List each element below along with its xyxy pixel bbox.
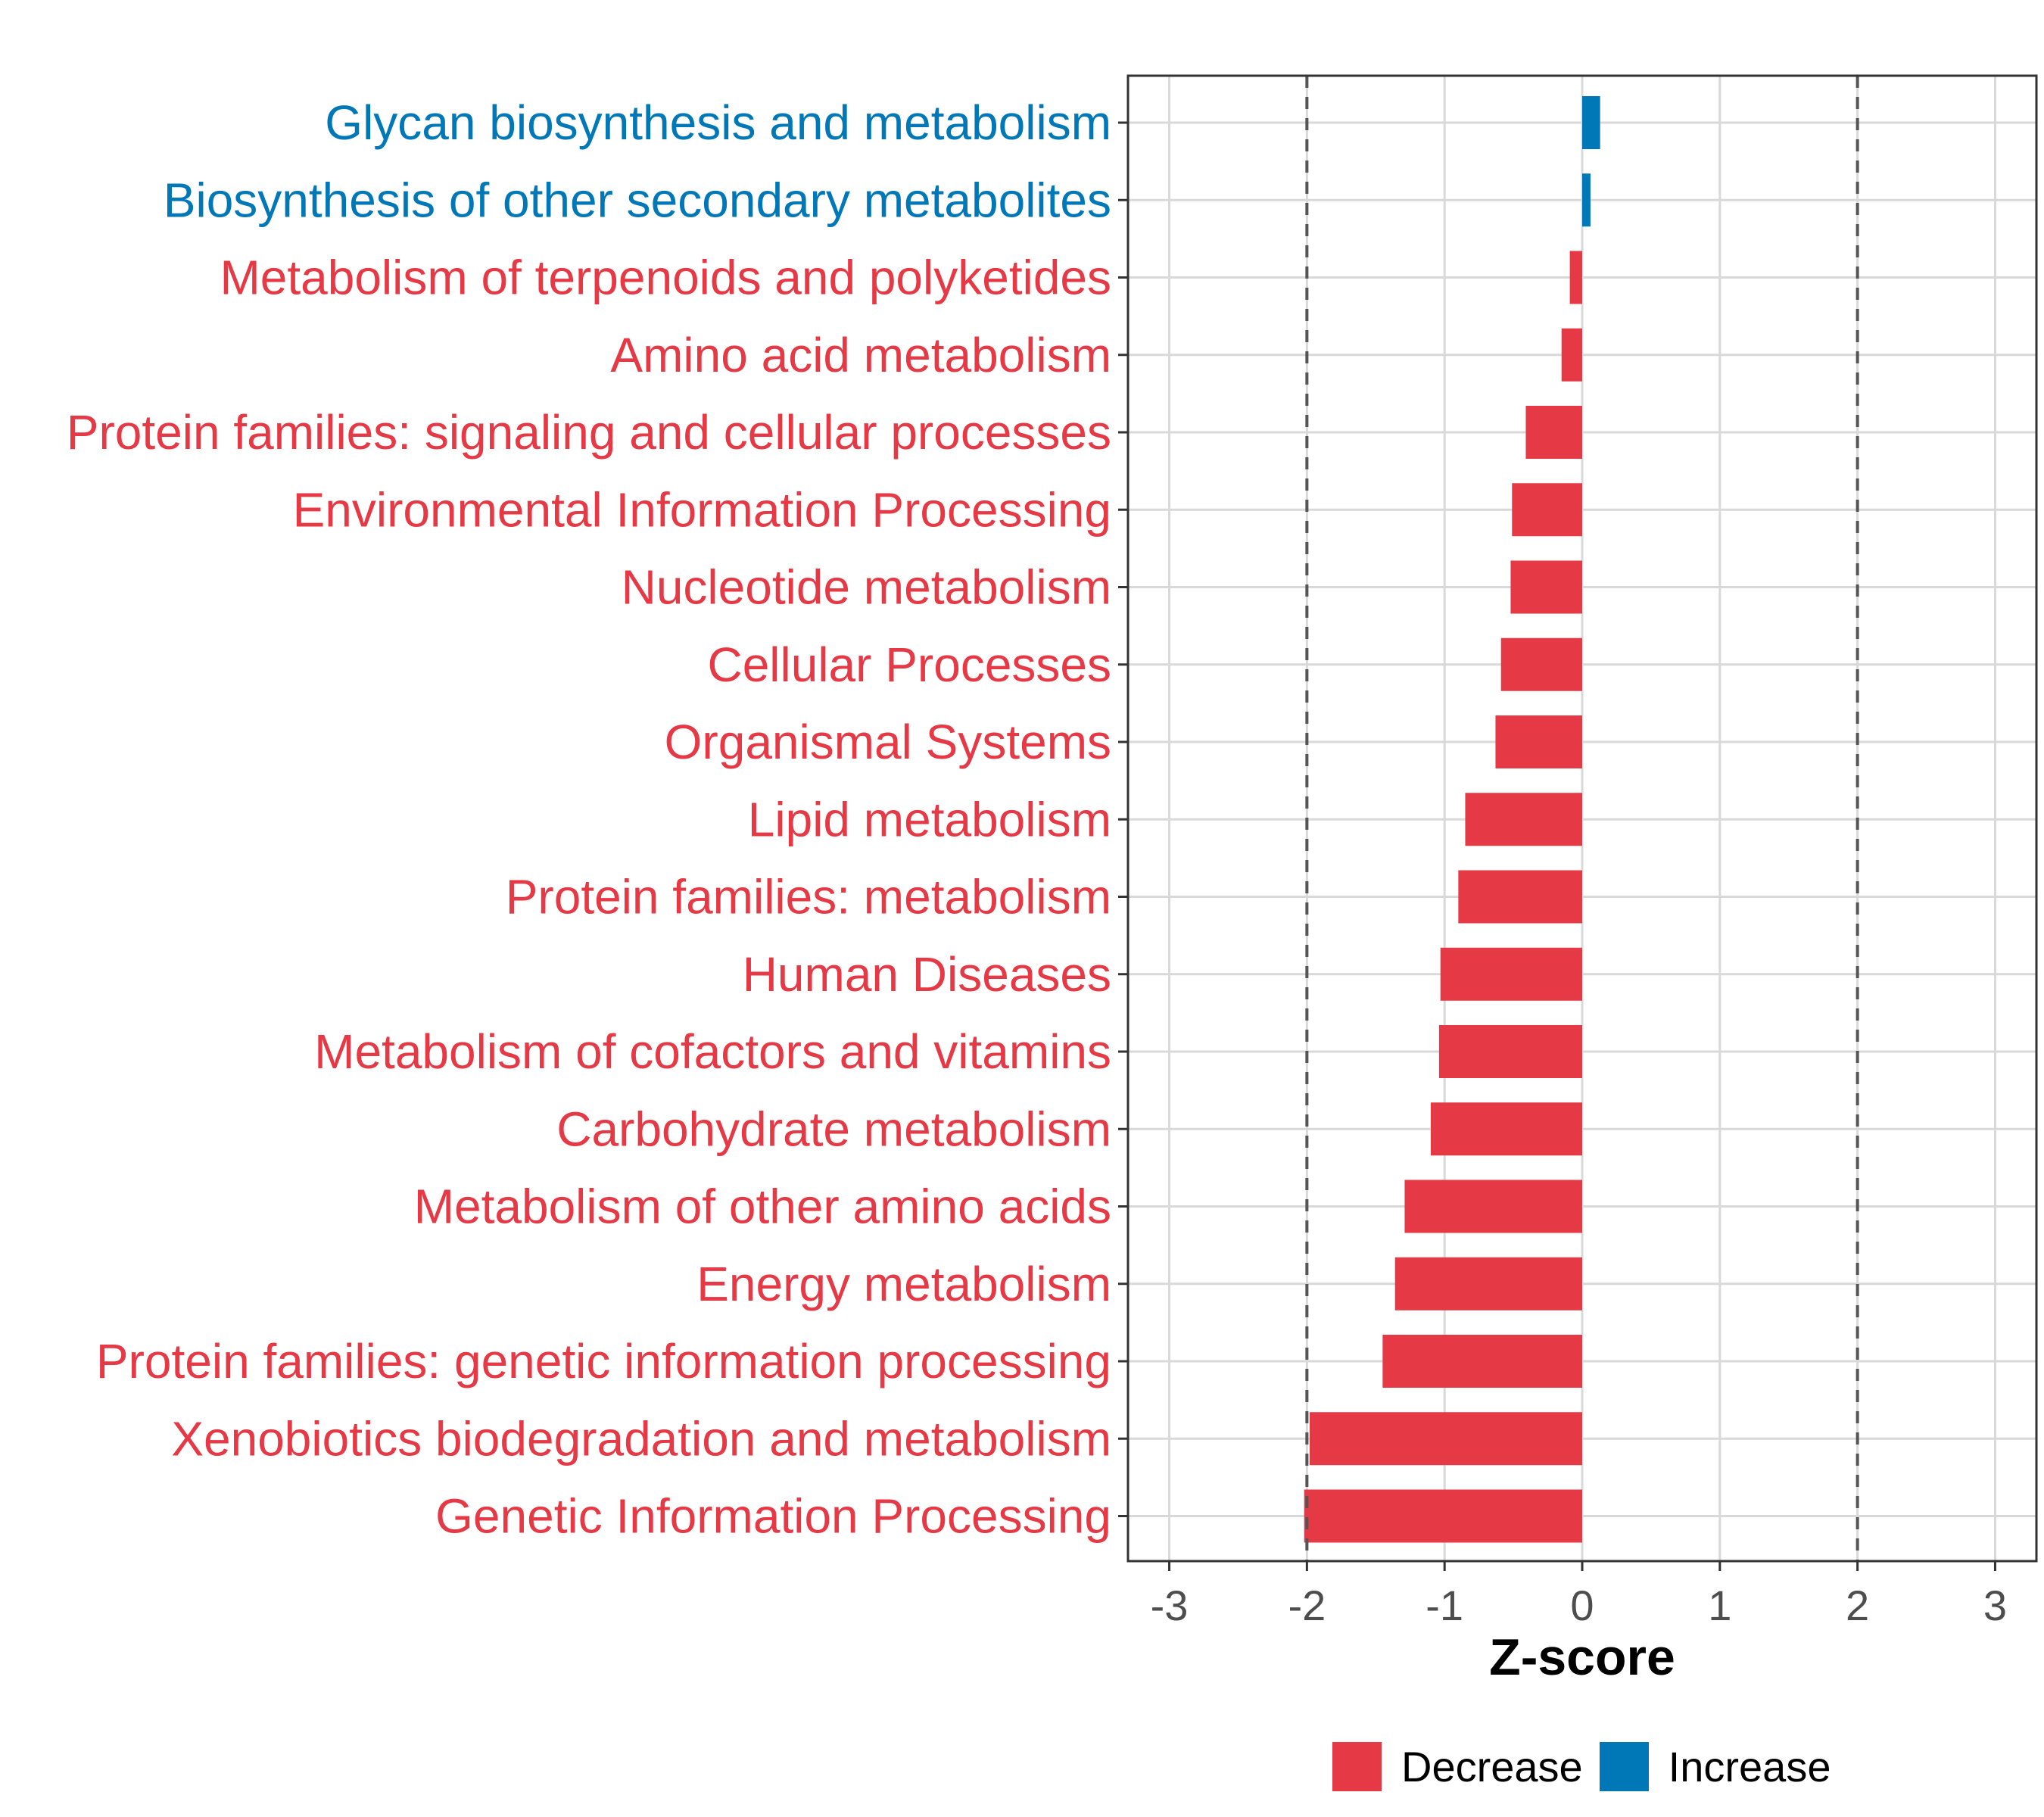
bar-7: [1500, 637, 1582, 691]
y-tick-label: Organismal Systems: [665, 715, 1111, 769]
bar-1: [1582, 173, 1591, 227]
bar-3: [1561, 328, 1582, 382]
legend-item-increase: Increase: [1599, 1741, 1831, 1791]
bar-8: [1495, 715, 1582, 768]
bar-18: [1304, 1489, 1582, 1543]
bar-6: [1510, 560, 1582, 614]
x-tick-label: 3: [1983, 1582, 2007, 1629]
bar-11: [1440, 947, 1582, 1001]
y-tick-label: Protein families: metabolism: [506, 870, 1111, 924]
y-tick-label: Environmental Information Processing: [293, 482, 1111, 537]
x-tick-label: -2: [1288, 1582, 1326, 1629]
bar-14: [1404, 1180, 1582, 1233]
legend-label-decrease: Decrease: [1401, 1742, 1583, 1791]
y-tick-label: Metabolism of terpenoids and polyketides: [220, 251, 1111, 305]
bar-5: [1512, 483, 1582, 537]
legend-swatch-decrease: [1332, 1741, 1382, 1791]
y-tick-label: Metabolism of other amino acids: [414, 1180, 1111, 1234]
x-tick-label: 2: [1846, 1582, 1869, 1629]
legend-label-increase: Increase: [1668, 1742, 1831, 1791]
bar-15: [1394, 1257, 1582, 1311]
x-axis-title: Z-score: [1489, 1628, 1675, 1686]
y-tick-label: Protein families: signaling and cellular…: [67, 405, 1111, 460]
bar-0: [1582, 96, 1600, 149]
bar-2: [1569, 251, 1582, 304]
bar-12: [1438, 1025, 1582, 1078]
x-tick-label: -1: [1426, 1582, 1463, 1629]
x-tick-label: -3: [1151, 1582, 1189, 1629]
y-tick-label: Cellular Processes: [707, 637, 1111, 692]
y-tick-label: Nucleotide metabolism: [622, 560, 1111, 615]
bar-17: [1310, 1412, 1582, 1466]
legend-swatch-increase: [1599, 1741, 1649, 1791]
y-tick-label: Biosynthesis of other secondary metaboli…: [164, 173, 1111, 227]
y-tick-label: Xenobiotics biodegradation and metabolis…: [171, 1411, 1111, 1466]
y-tick-label: Metabolism of cofactors and vitamins: [314, 1024, 1111, 1079]
bar-4: [1525, 406, 1582, 459]
y-tick-label: Protein families: genetic information pr…: [96, 1334, 1111, 1388]
x-tick-label: 1: [1708, 1582, 1731, 1629]
legend: Decrease Increase: [1332, 1740, 1847, 1793]
y-tick-label: Energy metabolism: [696, 1257, 1111, 1311]
y-tick-label: Carbohydrate metabolism: [556, 1102, 1111, 1156]
bar-10: [1458, 870, 1582, 924]
y-tick-label: Genetic Information Processing: [435, 1489, 1111, 1544]
x-tick-label: 0: [1570, 1582, 1594, 1629]
legend-item-decrease: Decrease: [1332, 1741, 1583, 1791]
bar-16: [1382, 1335, 1582, 1388]
y-tick-label: Amino acid metabolism: [610, 328, 1111, 382]
bar-13: [1431, 1102, 1582, 1156]
y-tick-label: Lipid metabolism: [748, 792, 1111, 846]
y-tick-label: Human Diseases: [743, 947, 1111, 1002]
y-tick-label: Glycan biosynthesis and metabolism: [325, 95, 1111, 150]
bar-9: [1465, 793, 1582, 846]
